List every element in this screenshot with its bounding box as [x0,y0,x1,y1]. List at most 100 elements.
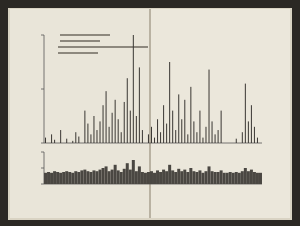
page [0,0,300,226]
bar [60,130,61,143]
bar [177,169,180,184]
bar [253,172,256,184]
bar [86,171,89,184]
bar [235,172,238,184]
bar [251,105,252,143]
bar [214,172,217,184]
bar [109,127,110,143]
bar [100,121,101,143]
gutter [149,9,151,218]
bar [48,143,49,144]
bar [221,111,222,143]
bar [147,172,150,184]
bar [135,171,138,184]
y-tick [41,89,44,90]
bar [114,165,117,184]
bar [117,170,120,184]
bar [77,172,80,184]
bar [190,87,191,143]
y-tick [41,143,44,144]
bar [154,138,155,143]
bar [163,105,164,143]
bar [168,165,171,184]
bar [236,139,237,143]
bar [102,168,105,184]
bar [90,134,91,143]
bar [63,143,64,144]
bar [205,127,206,143]
bar [68,172,71,184]
bar [120,172,123,184]
bar [181,119,182,143]
bar [257,138,258,143]
bar [189,168,192,184]
bar [81,143,82,144]
bar [209,70,210,143]
bar [99,170,102,184]
bar [223,173,226,184]
bar [208,166,211,184]
left-page [10,9,149,218]
bar [132,160,135,184]
right-page [151,9,290,218]
bar [96,130,97,143]
bars [45,35,258,143]
heading-text [60,34,110,36]
bar [71,173,74,184]
bar [124,102,125,143]
bar [183,170,186,184]
y-tick [41,35,44,36]
bar [247,171,250,184]
bar [127,78,128,143]
bar [144,173,147,184]
bar [111,170,114,184]
bar [92,170,95,184]
bar [142,130,143,143]
bar [212,121,213,143]
bar [115,100,116,143]
bar [201,173,204,184]
bar [186,172,189,184]
bar [233,143,234,144]
bar [80,170,83,184]
bar [172,111,173,143]
bar [93,116,94,143]
bar [192,171,195,184]
bar [87,124,88,143]
bar [204,171,207,184]
bar [153,173,156,184]
bar [220,170,223,184]
y-tick [41,184,44,185]
bar [224,143,225,144]
bar [95,171,98,184]
bar [195,172,198,184]
bar [217,172,220,184]
bar [241,171,244,184]
bar [157,119,158,143]
bar [245,84,246,143]
bar [126,163,129,184]
bar [232,173,235,184]
bar [254,127,255,143]
x-axis [44,143,262,144]
bar [165,171,168,184]
bar [166,124,167,143]
bar [118,119,119,143]
bar [54,140,55,143]
bar [248,121,249,143]
bar [174,172,177,184]
bar [218,130,219,143]
bar [148,134,149,143]
bar [238,173,241,184]
bar [242,132,243,143]
bar [112,113,113,143]
bar [150,171,153,184]
bar [51,134,52,143]
bar [66,139,67,143]
bar [45,138,46,143]
bar [260,143,261,144]
bar [259,173,262,184]
bar [62,172,65,184]
bar [145,143,146,144]
bar [121,132,122,143]
